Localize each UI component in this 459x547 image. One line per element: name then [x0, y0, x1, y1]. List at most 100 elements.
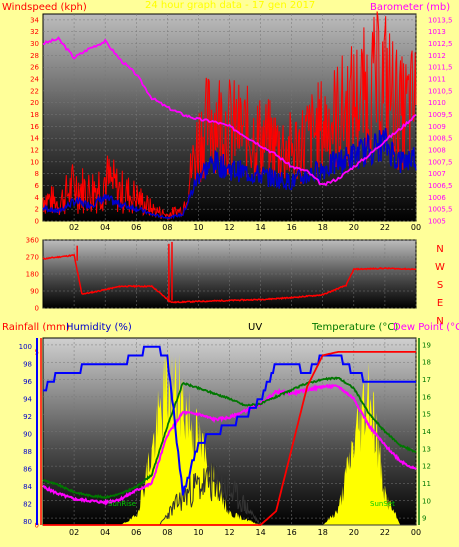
- humidity-tick: 84: [23, 483, 32, 491]
- direction-tick: 90: [30, 288, 39, 296]
- bottom-x-tick: 14: [255, 528, 265, 537]
- windspeed-tick: 30: [30, 40, 39, 48]
- temperature-tick: 11: [422, 480, 431, 488]
- wind-direction-line: [42, 253, 417, 304]
- temperature-tick: 18: [422, 359, 431, 367]
- temperature-tick: 10: [422, 497, 431, 505]
- windspeed-tick: 4: [35, 194, 40, 202]
- barometer-axis-label: Barometer (mb): [370, 2, 450, 13]
- windspeed-tick: 6: [35, 182, 40, 190]
- humidity-tick: 100: [19, 343, 32, 351]
- compass-letter: N: [436, 316, 443, 327]
- windspeed-tick: 16: [30, 123, 39, 131]
- temperature-tick: 19: [422, 341, 431, 349]
- humidity-tick: 82: [23, 501, 32, 509]
- humidity-tick: 86: [23, 466, 32, 474]
- direction-tick: 0: [35, 305, 39, 313]
- bottom-x-tick: 02: [69, 528, 79, 537]
- temperature-tick: 17: [422, 376, 431, 384]
- top-x-tick: 00: [411, 223, 421, 232]
- barometer-tick: 1006: [428, 194, 446, 202]
- bottom-x-tick: 06: [131, 528, 141, 537]
- sunrise-label: SunRise: [108, 500, 136, 508]
- dewpoint-line: [42, 383, 417, 507]
- bottom-x-tick: 08: [162, 528, 172, 537]
- temperature-line: [42, 376, 417, 500]
- windspeed-tick: 26: [30, 64, 39, 72]
- top-x-tick: 10: [193, 223, 203, 232]
- top-x-tick: 04: [100, 223, 110, 232]
- windspeed-tick: 34: [30, 16, 39, 24]
- direction-tick: 270: [26, 254, 39, 262]
- top-x-tick: 16: [287, 223, 297, 232]
- windspeed-tick: 32: [30, 28, 39, 36]
- compass-letter: E: [437, 298, 443, 309]
- bottom-x-tick: 00: [411, 528, 421, 537]
- windspeed-tick: 22: [30, 87, 39, 95]
- windspeed-tick: 10: [30, 158, 39, 166]
- humidity-tick: 94: [23, 396, 32, 404]
- temperature-tick: 14: [422, 428, 431, 436]
- windspeed-line: [42, 11, 417, 220]
- bottom-x-tick: 04: [100, 528, 110, 537]
- barometer-tick: 1005: [428, 218, 446, 226]
- temperature-tick: 12: [422, 463, 431, 471]
- temperature-tick: 9: [422, 515, 426, 523]
- sunset-label: SunSet: [370, 500, 395, 508]
- barometer-tick: 1008: [428, 147, 446, 155]
- barometer-line: [42, 36, 417, 187]
- bottom-x-tick: 16: [287, 528, 297, 537]
- temperature-axis-label: Temperature (°C): [311, 322, 398, 333]
- windspeed-tick: 28: [30, 52, 39, 60]
- rainfall-line: [43, 351, 416, 526]
- rainfall-tick: 0: [35, 522, 39, 530]
- barometer-tick: 1011,5: [428, 64, 453, 72]
- top-x-tick: 20: [349, 223, 359, 232]
- windspeed-tick: 14: [30, 135, 39, 143]
- windspeed-tick: 18: [30, 111, 39, 119]
- windspeed-tick: 20: [30, 99, 39, 107]
- temperature-tick: 16: [422, 393, 431, 401]
- windspeed-axis-label: Windspeed (kph): [2, 2, 87, 13]
- windspeed-tick: 8: [35, 170, 39, 178]
- top-x-tick: 14: [255, 223, 265, 232]
- windspeed-tick: 12: [30, 147, 39, 155]
- top-x-tick: 06: [131, 223, 141, 232]
- dewpoint-axis-label: Dew Point (°C): [393, 322, 459, 333]
- barometer-tick: 1013,5: [428, 16, 453, 24]
- rainfall-axis-label: Rainfall (mm): [2, 322, 70, 333]
- bottom-x-tick: 10: [193, 528, 203, 537]
- top-x-tick: 22: [380, 223, 390, 232]
- humidity-tick: 80: [23, 518, 32, 526]
- barometer-tick: 1012: [428, 52, 446, 60]
- bottom-x-tick: 12: [224, 528, 234, 537]
- barometer-tick: 1005,5: [428, 206, 453, 214]
- windspeed-tick: 0: [35, 218, 39, 226]
- top-x-tick: 02: [69, 223, 79, 232]
- compass-letter: W: [435, 262, 445, 273]
- humidity-tick: 98: [23, 361, 32, 369]
- windspeed-tick: 24: [30, 76, 39, 84]
- humidity-tick: 88: [23, 448, 32, 456]
- barometer-tick: 1013: [428, 28, 446, 36]
- barometer-tick: 1011: [428, 76, 446, 84]
- uv-axis-label: UV: [248, 322, 262, 333]
- humidity-tick: 92: [23, 413, 32, 421]
- bottom-x-tick: 22: [380, 528, 390, 537]
- temperature-tick: 13: [422, 445, 431, 453]
- direction-tick: 180: [26, 271, 39, 279]
- barometer-tick: 1010,5: [428, 87, 453, 95]
- direction-tick: 360: [26, 237, 39, 245]
- top-x-tick: 18: [318, 223, 328, 232]
- barometer-tick: 1007,5: [428, 158, 453, 166]
- humidity-line: [43, 345, 416, 496]
- chart-title: 24 hour graph data - 17 gen 2017: [145, 0, 315, 11]
- barometer-tick: 1009,5: [428, 111, 453, 119]
- average-wind-line: [42, 127, 417, 220]
- humidity-tick: 90: [23, 431, 32, 439]
- temperature-tick: 15: [422, 411, 431, 419]
- compass-letter: S: [437, 280, 443, 291]
- top-x-tick: 08: [162, 223, 172, 232]
